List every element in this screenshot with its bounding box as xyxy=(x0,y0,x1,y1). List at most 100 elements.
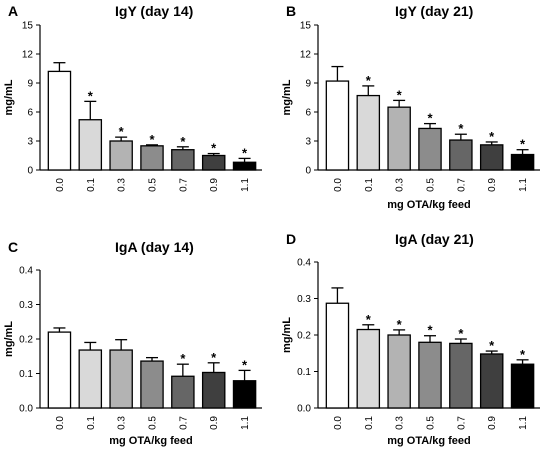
chart-panel-c: C IgA (day 14) 0.0 0.1 0.2 0.3 0.4 mg/mL 0.0 0.1 0… xyxy=(3,239,262,447)
bar-0.7 xyxy=(171,375,195,409)
panel-title: IgY (day 14) xyxy=(115,3,193,19)
x-tick-label: 1.1 xyxy=(518,178,529,192)
bar-0.9 xyxy=(201,371,226,409)
significance-star: * xyxy=(397,87,403,102)
x-tick-label: 0.9 xyxy=(487,178,498,192)
bar-0.9 xyxy=(479,353,504,409)
significance-star: * xyxy=(397,317,403,332)
y-tick-label: 0.1 xyxy=(19,369,33,380)
significance-star: * xyxy=(520,347,526,362)
y-tick-label: 12 xyxy=(22,50,34,61)
x-tick-label: 0.3 xyxy=(117,178,128,192)
y-tick-label: 0.3 xyxy=(19,300,33,311)
x-tick-label: 0.9 xyxy=(209,416,220,430)
significance-star: * xyxy=(458,326,464,341)
y-tick-label: 15 xyxy=(300,21,312,32)
panel-letter: C xyxy=(8,239,18,255)
bar-0.9 xyxy=(479,144,504,171)
y-tick-label: 9 xyxy=(305,79,311,90)
panel-title: IgA (day 14) xyxy=(115,239,194,255)
bar-0.7 xyxy=(449,342,473,409)
significance-star: * xyxy=(149,132,155,147)
y-tick-label: 12 xyxy=(300,50,312,61)
panel-letter: D xyxy=(286,231,296,247)
y-tick-label: 3 xyxy=(27,137,33,148)
bar-0.5 xyxy=(140,145,164,171)
x-tick-label: 0.0 xyxy=(55,416,66,430)
y-tick-label: 0.0 xyxy=(297,404,311,415)
bar-0.5 xyxy=(418,127,442,171)
x-tick-label: 0.9 xyxy=(487,416,498,430)
significance-star: * xyxy=(88,88,94,103)
chart-panel-b: B IgY (day 21) 0 3 6 9 12 15 mg/mL 0.0 * 0.1 * 0.3 * 0.… xyxy=(281,3,540,211)
x-tick-label: 0.0 xyxy=(333,178,344,192)
y-tick-label: 0 xyxy=(27,166,33,177)
significance-star: * xyxy=(242,357,248,372)
bar-0.0 xyxy=(47,331,72,409)
significance-star: * xyxy=(180,134,186,149)
x-axis-label: mg OTA/kg feed xyxy=(109,435,193,447)
x-tick-label: 0.7 xyxy=(456,178,467,192)
y-tick-label: 0 xyxy=(305,166,311,177)
x-tick-label: 0.3 xyxy=(117,416,128,430)
significance-star: * xyxy=(366,73,372,88)
x-tick-label: 0.5 xyxy=(148,178,159,192)
bar-0.7 xyxy=(449,139,473,171)
y-tick-label: 0.2 xyxy=(19,335,33,346)
significance-star: * xyxy=(211,141,217,156)
panel-title: IgY (day 21) xyxy=(395,3,473,19)
y-tick-label: 0.1 xyxy=(297,367,311,378)
panel-title: IgA (day 21) xyxy=(395,231,474,247)
y-tick-label: 0.4 xyxy=(297,258,311,269)
x-tick-label: 0.7 xyxy=(178,416,189,430)
x-tick-label: 0.5 xyxy=(426,178,437,192)
y-axis-label: mg/mL xyxy=(281,79,293,115)
x-tick-label: 0.9 xyxy=(209,178,220,192)
significance-star: * xyxy=(211,350,217,365)
y-tick-label: 9 xyxy=(27,79,33,90)
x-tick-label: 0.7 xyxy=(456,416,467,430)
chart-panel-d: D IgA (day 21) 0.0 0.1 0.2 0.3 0.4 mg/mL 0.0 * 0.1… xyxy=(281,231,540,447)
x-tick-label: 1.1 xyxy=(240,416,251,430)
x-tick-label: 0.1 xyxy=(86,178,97,192)
significance-star: * xyxy=(427,323,433,338)
significance-star: * xyxy=(520,137,526,152)
panel-letter: A xyxy=(8,3,18,19)
x-tick-label: 0.0 xyxy=(333,416,344,430)
bar-1.1 xyxy=(510,363,535,409)
x-tick-label: 1.1 xyxy=(518,416,529,430)
y-tick-label: 6 xyxy=(27,108,33,119)
bar-0.0 xyxy=(325,80,350,171)
significance-star: * xyxy=(458,121,464,136)
x-tick-label: 0.7 xyxy=(178,178,189,192)
bar-0.1 xyxy=(78,119,103,171)
bar-0.3 xyxy=(387,106,411,171)
bar-1.1 xyxy=(232,380,257,409)
significance-star: * xyxy=(119,124,125,139)
x-axis-label: mg OTA/kg feed xyxy=(387,435,471,447)
significance-star: * xyxy=(242,145,248,160)
x-tick-label: 1.1 xyxy=(240,178,251,192)
y-tick-label: 0.3 xyxy=(297,294,311,305)
bar-0.1 xyxy=(78,349,103,409)
significance-star: * xyxy=(180,351,186,366)
bar-0.0 xyxy=(47,70,72,171)
y-tick-label: 0.2 xyxy=(297,331,311,342)
x-tick-label: 0.3 xyxy=(395,416,406,430)
y-tick-label: 15 xyxy=(22,21,34,32)
bar-0.5 xyxy=(140,360,164,409)
bar-0.3 xyxy=(109,349,133,409)
y-tick-label: 0.0 xyxy=(19,404,33,415)
bar-0.0 xyxy=(325,302,350,409)
chart-panel-a: A IgY (day 14) 0 3 6 9 12 15 mg/mL 0.0 * 0.1 * 0.3 * 0.… xyxy=(3,3,262,192)
panel-letter: B xyxy=(286,3,296,19)
y-axis-label: mg/mL xyxy=(3,79,15,115)
x-axis-label: mg OTA/kg feed xyxy=(387,199,471,211)
x-tick-label: 0.1 xyxy=(364,178,375,192)
y-tick-label: 0.4 xyxy=(19,266,33,277)
significance-star: * xyxy=(427,111,433,126)
y-axis-label: mg/mL xyxy=(3,321,15,357)
x-tick-label: 0.0 xyxy=(55,178,66,192)
y-tick-label: 6 xyxy=(305,108,311,119)
